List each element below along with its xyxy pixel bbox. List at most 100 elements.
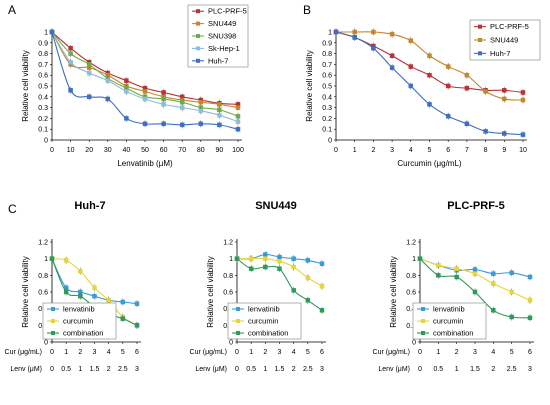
chart-4-xrow2-label: 0 <box>235 366 239 373</box>
chart-1-series-snu449-point <box>217 102 222 107</box>
chart-5-xrow2-label: 0 <box>418 366 422 373</box>
chart-4-xrow1-label: 3 <box>278 349 282 356</box>
chart-3-legend-lenvatinib-label: lenvatinib <box>63 305 95 314</box>
chart-3-series-curcumin-point <box>78 268 83 274</box>
chart-4-series-curcumin-point <box>305 275 311 281</box>
chart-1-series-snu398-point <box>179 99 185 105</box>
chart-3-legend-combination-swatch-marker <box>51 331 55 335</box>
chart-3-series-combination-point <box>63 289 69 295</box>
chart-3-series-lenvatinib-point <box>92 293 97 299</box>
chart-3-legend-lenvatinib-swatch-marker <box>51 307 55 311</box>
chart-5-series-combination <box>417 255 533 322</box>
chart-4-series-curcumin <box>234 255 325 290</box>
chart-1-series-huh-7 <box>49 28 241 133</box>
chart-4-xrow1-label: 2 <box>263 349 267 356</box>
chart-2-series-snu449-point <box>502 96 507 102</box>
chart-1-xtick-label: 90 <box>216 147 224 154</box>
chart-2-series-huh-7-point <box>464 121 470 127</box>
chart-3-series-combination-point <box>78 293 83 299</box>
chart-2-legend-snu449-label: SNU449 <box>490 36 518 45</box>
chart-3-xrow2-label: 1 <box>78 366 82 373</box>
chart-1-xtick-label: 70 <box>178 147 186 154</box>
chart-3-ytick-label: 1.2 <box>38 240 48 247</box>
chart-2-xtick-label: 7 <box>465 147 469 154</box>
chart-3-xrow1-label: 1 <box>64 349 68 356</box>
chart-1-ytick-label: 0.2 <box>38 116 48 123</box>
chart-4-legend-combination-swatch-marker <box>236 331 240 335</box>
chart-1-xtick-label: 100 <box>232 147 244 154</box>
chart-1-legend-plc-prf-5-swatch-marker <box>196 9 200 14</box>
chart-1-xtick-label: 80 <box>197 147 205 154</box>
chart-5-series-lenvatinib-point <box>509 270 514 276</box>
chart-1-ytick-label: 0.4 <box>38 94 48 101</box>
chart-3-ylabel: Relative cell viability <box>21 256 30 328</box>
chart-2-xtick-label: 6 <box>446 147 450 154</box>
chart-3-ytick-label: 0 <box>44 340 48 347</box>
chart-2-series-plc-prf-5-point <box>427 72 432 78</box>
chart-2-xtick-label: 8 <box>484 147 488 154</box>
chart-2-xtick-label: 5 <box>428 147 432 154</box>
chart-4-series-curcumin-point <box>263 256 268 261</box>
chart-3-xrow1-label: 3 <box>93 349 97 356</box>
chart-4-ytick-label: 0.6 <box>223 290 233 297</box>
chart-5-xrow1-title: Cur (μg/mL) <box>373 349 410 356</box>
chart-5-xrow2-label: 1.5 <box>470 366 480 373</box>
chart-3-series-lenvatinib <box>49 255 140 308</box>
chart-1-legend-huh-7-swatch-marker <box>196 58 200 63</box>
chart-4-series-lenvatinib-point <box>305 258 311 263</box>
chart-1-legend-sk-hep-1-label: Sk-Hep-1 <box>208 44 240 53</box>
chart-1-legend-snu449-swatch-marker <box>196 21 200 26</box>
chart-2-legend-huh-7-swatch-marker <box>478 51 482 56</box>
chart-2-series-plc-prf-5-point <box>389 53 395 59</box>
chart-1-series-huh-7-point <box>198 121 204 127</box>
chart-5-ytick-label: 1.2 <box>406 240 416 247</box>
chart-4-ytick-label: 1.2 <box>223 240 233 247</box>
chart-2-xtick-label: 4 <box>409 147 413 154</box>
chart-1-series-snu398-point <box>217 107 222 113</box>
chart-5-xrow2-label: 3 <box>528 366 532 373</box>
chart-2-series-snu449-point <box>520 97 526 103</box>
chart-1-ytick-label: 0.7 <box>38 62 48 69</box>
chart-2-series-snu449-point <box>464 72 470 78</box>
chart-1-legend-snu398-swatch-marker <box>196 34 200 38</box>
chart-2-series-snu449-point <box>389 31 395 37</box>
chart-4-xrow2-label: 2.5 <box>303 366 313 373</box>
chart-2-series-huh-7-point <box>520 132 526 137</box>
chart-3-series-combination-point <box>134 323 140 328</box>
chart-3-ytick-label: 0.6 <box>38 290 48 297</box>
chart-1-series-huh-7-point <box>142 121 148 127</box>
chart-5-xrow2-label: 0.5 <box>433 366 443 373</box>
chart-5-xrow1-label: 0 <box>418 349 422 356</box>
chart-2-series-snu449-point <box>352 29 357 35</box>
chart-2-xlabel: Curcumin (μg/mL) <box>397 159 462 168</box>
chart-3-xrow1-title: Cur (μg/mL) <box>5 349 42 356</box>
chart-1-ytick-label: 0.1 <box>38 127 48 134</box>
chart-1-xtick-label: 50 <box>141 147 149 154</box>
chart-2: B 0 0.1 0.2 0.3 0.4 0.5 0.6 0.7 0.8 0.9 1 Relative c… <box>303 3 541 168</box>
chart-1-legend-sk-hep-1-swatch-marker <box>196 46 200 51</box>
chart-2-series-huh-7-point <box>389 65 395 70</box>
chart-5-series-combination-point <box>417 256 423 261</box>
chart-4-series-lenvatinib-point <box>291 256 296 261</box>
chart-2-series-huh-7-point <box>483 129 488 134</box>
chart-4-series-combination-point <box>291 288 296 293</box>
chart-1-ytick-label: 0.8 <box>38 51 48 58</box>
chart-3-series-curcumin-point <box>106 298 111 303</box>
chart-1: A 0 0.1 0.2 0.3 0.4 0.5 0.6 0.7 0.8 0.9 1 Relative c… <box>8 3 249 168</box>
chart-2-series-huh-7-point <box>371 45 376 51</box>
chart-4-series-combination-point <box>319 308 325 313</box>
chart-3-xrow1-label: 6 <box>135 349 139 356</box>
chart-1-ytick-label: 1 <box>44 30 48 37</box>
chart-1-series-sk-hep-1-point <box>142 96 148 102</box>
chart-5-xrow2-title: Lenv (μM) <box>378 366 410 373</box>
chart-5-legend-curcumin-label: curcumin <box>433 317 463 326</box>
chart-5-legend-lenvatinib-label: lenvatinib <box>433 305 465 314</box>
chart-1-series-sk-hep-1-point <box>235 119 241 124</box>
chart-4-series-combination-point <box>277 266 282 271</box>
chart-4-xrow2-label: 1.5 <box>275 366 285 373</box>
chart-5-series-curcumin-point <box>509 289 514 295</box>
chart-5-ytick-label: 1 <box>412 256 416 263</box>
chart-3-xrow2-label: 1.5 <box>90 366 100 373</box>
chart-3-xrow1-label: 0 <box>50 349 54 356</box>
